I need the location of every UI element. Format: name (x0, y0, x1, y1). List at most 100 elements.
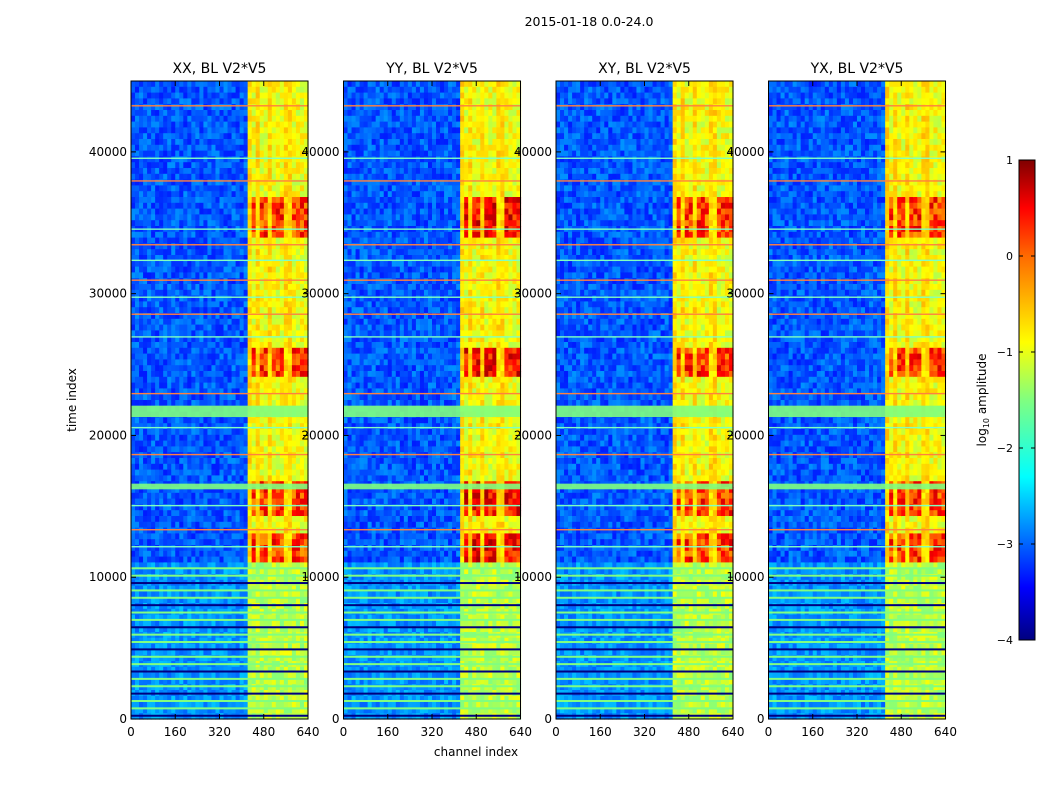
heatmap-cell (195, 551, 200, 557)
heatmap-cell (199, 267, 204, 273)
heatmap-cell (143, 470, 148, 476)
heatmap-cell (344, 238, 349, 244)
heatmap-cell (187, 557, 192, 563)
heatmap-cell (159, 249, 164, 255)
heatmap-cell (179, 557, 184, 563)
heatmap-cell (260, 539, 265, 545)
heatmap-cell (236, 81, 241, 87)
heatmap-cell (256, 278, 261, 284)
heatmap-cell (159, 702, 164, 708)
heatmap-cell (187, 261, 192, 267)
heatmap-cell (220, 284, 225, 290)
heatmap-cell (215, 493, 220, 499)
heatmap-cell (296, 307, 301, 313)
heatmap-cell (260, 638, 265, 644)
heatmap-cell (215, 278, 220, 284)
heatmap-cell (220, 423, 225, 429)
heatmap-cell (292, 278, 297, 284)
heatmap-cell (220, 359, 225, 365)
heatmap-cell (288, 620, 293, 626)
heatmap-cell (220, 533, 225, 539)
heatmap-cell (248, 458, 253, 464)
heatmap-cell (147, 307, 152, 313)
heatmap-cell (143, 249, 148, 255)
heatmap-cell (232, 493, 237, 499)
heatmap-cell (143, 557, 148, 563)
heatmap-cell (220, 429, 225, 435)
heatmap-cell (187, 510, 192, 516)
heatmap-cell (272, 127, 277, 133)
heatmap-cell (256, 110, 261, 116)
heatmap-cell (268, 232, 273, 238)
heatmap-cell (284, 156, 289, 162)
heatmap-cell (135, 122, 140, 128)
heatmap-cell (228, 127, 233, 133)
heatmap-cell (203, 139, 208, 145)
heatmap-cell (264, 533, 269, 539)
heatmap-cell (236, 684, 241, 690)
heatmap-cell (163, 98, 168, 104)
heatmap-cell (288, 348, 293, 354)
heatmap-cell (252, 603, 257, 609)
heatmap-cell (207, 638, 212, 644)
heatmap-cell (135, 603, 140, 609)
heatmap-cell (272, 122, 277, 128)
heatmap-cell (175, 209, 180, 215)
heatmap-cell (232, 209, 237, 215)
heatmap-cell (284, 87, 289, 93)
heatmap-cell (260, 528, 265, 534)
heatmap-cell (207, 87, 212, 93)
heatmap-cell (276, 156, 281, 162)
heatmap-cell (260, 110, 265, 116)
heatmap-cell (292, 377, 297, 383)
heatmap-cell (187, 127, 192, 133)
heatmap-cell (256, 470, 261, 476)
heatmap-cell (260, 458, 265, 464)
heatmap-cell (179, 122, 184, 128)
heatmap-cell (131, 429, 136, 435)
heatmap-cell (296, 220, 301, 226)
heatmap-cell (163, 249, 168, 255)
heatmap-cell (268, 429, 273, 435)
heatmap-cell (248, 470, 253, 476)
heatmap-cell (260, 464, 265, 470)
heatmap-cell (292, 452, 297, 458)
heatmap-cell (240, 452, 245, 458)
heatmap-cell (268, 383, 273, 389)
heatmap-cell (220, 330, 225, 336)
heatmap-cell (228, 539, 233, 545)
heatmap-cell (179, 319, 184, 325)
heatmap-cell (232, 516, 237, 522)
heatmap-cell (135, 110, 140, 116)
heatmap-cell (228, 446, 233, 452)
heatmap-cell (187, 139, 192, 145)
heatmap-cell (159, 365, 164, 371)
heatmap-cell (175, 261, 180, 267)
heatmap-cell (280, 377, 285, 383)
heatmap-cell (248, 151, 253, 157)
heatmap-cell (264, 458, 269, 464)
heatmap-cell (155, 319, 160, 325)
heatmap-cell (147, 203, 152, 209)
heatmap-cell (220, 551, 225, 557)
heatmap-cell (240, 98, 245, 104)
heatmap-cell (344, 156, 349, 162)
heatmap-cell (179, 278, 184, 284)
heatmap-cell (252, 702, 257, 708)
heatmap-cell (252, 284, 257, 290)
heatmap-cell (139, 359, 144, 365)
heatmap-cell (240, 139, 245, 145)
heatmap-cell (195, 394, 200, 400)
heatmap-cell (252, 545, 257, 551)
heatmap-cell (264, 423, 269, 429)
heatmap-cell (171, 522, 176, 528)
heatmap-cell (203, 400, 208, 406)
heatmap-cell (211, 383, 216, 389)
heatmap-cell (220, 510, 225, 516)
heatmap-cell (236, 452, 241, 458)
heatmap-cell (215, 475, 220, 481)
heatmap-cell (143, 383, 148, 389)
heatmap-cell (240, 203, 245, 209)
heatmap-cell (159, 81, 164, 87)
heatmap-cell (211, 185, 216, 191)
